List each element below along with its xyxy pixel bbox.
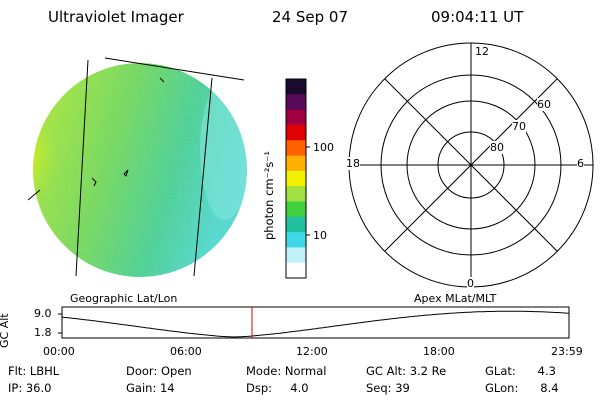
colorbar-cell <box>286 201 306 218</box>
meridian-line <box>75 59 89 277</box>
colorbar-cell <box>286 79 306 95</box>
colorbar-cell <box>286 232 306 248</box>
colorbar-cell <box>286 140 306 157</box>
mlt-label-6: 6 <box>577 157 584 170</box>
colorbar-cell <box>286 124 306 141</box>
gc-alt-value: GC Alt: 3.2 Re <box>366 364 447 378</box>
time-label: 09:04:11 UT <box>431 8 524 26</box>
track-right-label: Apex MLat/MLT <box>414 292 497 305</box>
track-frame <box>61 306 570 339</box>
dsp-value: Dsp: 4.0 <box>246 381 309 395</box>
track-x-tick-0600: 06:00 <box>170 345 202 358</box>
mlt-label-18: 18 <box>346 157 360 170</box>
colorbar-tick-10: 10 <box>313 229 327 242</box>
mlat-label-60: 60 <box>537 98 551 111</box>
ip-value: IP: 36.0 <box>8 381 52 395</box>
colorbar-cell <box>286 186 306 202</box>
latitude-line <box>104 57 245 81</box>
track-left-label: Geographic Lat/Lon <box>70 292 178 305</box>
mlat-label-70: 70 <box>512 120 526 133</box>
track-y-tick-max: 9.0 <box>34 307 52 320</box>
colorbar-cell <box>286 94 306 111</box>
colorbar-cell <box>286 170 306 187</box>
coastline-mark <box>123 169 129 177</box>
mlat-label-80: 80 <box>490 141 504 154</box>
coastline-mark <box>91 177 97 187</box>
track-x-tick-1800: 18:00 <box>423 345 455 358</box>
mode-value: Mode: Normal <box>246 364 327 378</box>
track-y-axis-label: GC Alt <box>0 313 11 348</box>
mlt-label-12: 12 <box>475 45 489 58</box>
door-value: Door: Open <box>126 364 192 378</box>
altitude-curve <box>61 310 570 338</box>
coastline-mark <box>159 77 165 83</box>
glat-value: GLat: 4.3 <box>485 364 556 378</box>
colorbar-cell <box>286 155 306 172</box>
sequence-value: Seq: 39 <box>366 381 410 395</box>
colorbar-tick-100: 100 <box>313 141 334 154</box>
track-y-tick-min: 1.8 <box>34 326 52 339</box>
track-x-tick-1200: 12:00 <box>296 345 328 358</box>
glon-value: GLon: 8.4 <box>485 381 559 395</box>
date-label: 24 Sep 07 <box>272 8 348 26</box>
polar-diagonal <box>384 78 558 252</box>
coastline-mark <box>27 189 41 201</box>
instrument-title: Ultraviolet Imager <box>48 8 184 26</box>
gain-value: Gain: 14 <box>126 381 175 395</box>
track-x-tick-0000: 00:00 <box>43 345 75 358</box>
colorbar-cell <box>286 216 306 233</box>
colorbar-cell <box>286 109 306 126</box>
colorbar-cell <box>286 262 306 279</box>
mlt-label-0: 0 <box>467 277 474 290</box>
track-x-tick-2359: 23:59 <box>551 345 583 358</box>
colorbar-cell <box>286 247 306 264</box>
filter-value: Flt: LBHL <box>8 364 60 378</box>
meridian-line <box>193 77 213 277</box>
